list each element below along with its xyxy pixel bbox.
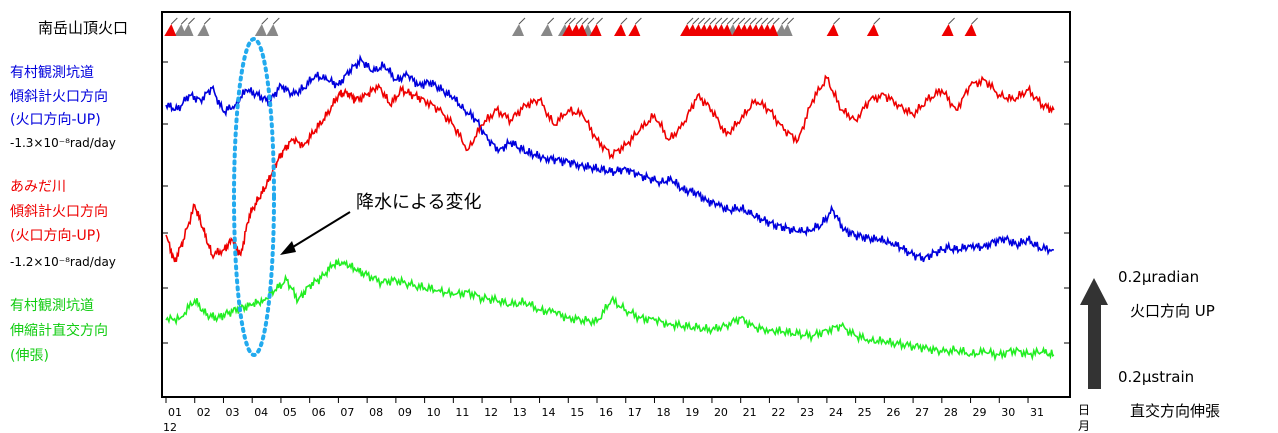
eruption-marker-gray [780,17,795,36]
eruption-marker-red [164,17,178,36]
x-tick-label: 06 [312,406,326,419]
series-line-3 [165,257,1055,362]
scale-label-1: 0.2μradian [1118,268,1199,286]
left-axis-ticks [162,61,168,344]
x-tick-label: 07 [340,406,354,419]
eruption-marker-red [766,17,780,36]
x-tick-label: 01 [168,406,182,419]
x-tick-label: 18 [656,406,670,419]
series-3-legend: 有村観測坑道 伸縮計直交方向 (伸張) [10,297,108,364]
x-tick-label: 10 [427,406,441,419]
x-unit-label-day: 日 [1078,403,1090,417]
x-tick-label: 11 [455,406,469,419]
series-1-legend: 有村観測坑道 傾斜計火口方向 (火口方向-UP) -1.3×10⁻⁸rad/da… [10,64,116,150]
series-3-name-line-2: 伸縮計直交方向 [10,322,108,339]
scale-label-2: 火口方向 UP [1130,302,1215,320]
eruption-marker-gray [197,17,211,36]
series-2-legend: あみだ川 傾斜計火口方向 (火口方向-UP) -1.2×10⁻⁸rad/day [10,179,116,269]
scale-label-3: 0.2μstrain [1118,368,1194,386]
month-label: 12 [163,421,177,433]
x-tick-label: 25 [858,406,872,419]
series-2-trend: -1.2×10⁻⁸rad/day [10,255,116,269]
scale-indicator: 0.2μradian 火口方向 UP 0.2μstrain 直交方向伸張 [1080,268,1220,420]
x-axis: 01 02 03 04 05 06 07 08 09 10 11 12 13 14 15 16 17 18 19 20… [165,397,1044,419]
scale-arrow-head [1080,278,1108,305]
x-tick-label: 28 [944,406,958,419]
series-line-1 [165,53,1055,263]
scale-label-4: 直交方向伸張 [1130,402,1220,420]
series-3-name-line-3: (伸張) [10,348,49,364]
annotation-arrow [287,211,351,251]
eruption-marker-red [575,17,589,36]
eruption-marker-red [614,17,628,36]
annotation-text: 降水による変化 [356,192,481,213]
right-axis-ticks [1064,61,1070,344]
x-tick-label: 20 [714,406,728,419]
series-2-name-line-2: 傾斜計火口方向 [10,204,108,220]
eruption-row-label: 南岳山頂火口 [38,19,128,37]
eruption-marker-gray [540,17,555,36]
eruption-marker-gray [254,17,269,36]
x-tick-label: 24 [829,406,843,419]
series-1-name-line-1: 有村観測坑道 [10,64,94,81]
x-tick-label: 15 [570,406,584,419]
eruption-marker-red [941,17,955,36]
x-unit-label-month: 月 [1078,419,1090,433]
x-tick-label: 27 [915,406,929,419]
x-tick-label: 12 [484,406,498,419]
eruption-marker-red [720,17,734,36]
annotation-arrowhead [280,241,296,255]
eruption-marker-gray [181,17,195,36]
x-tick-label: 31 [1030,406,1044,419]
eruption-marker-gray [511,17,526,36]
eruption-marker-red [589,17,603,36]
series-2-name-line-3: (火口方向-UP) [10,228,101,244]
eruption-marker-red [628,17,642,36]
x-tick-label: 04 [254,406,268,419]
x-tick-label: 21 [743,406,757,419]
x-tick-label: 08 [369,406,383,419]
x-tick-label: 09 [398,406,412,419]
x-tick-label: 29 [973,406,987,419]
x-tick-label: 03 [225,406,239,419]
eruption-marker-red [964,17,978,36]
x-tick-label: 19 [685,406,699,419]
x-tick-label: 13 [513,406,527,419]
precipitation-highlight-ellipse [232,37,276,357]
x-tick-label: 30 [1001,406,1015,419]
series-1-name-line-3: (火口方向-UP) [10,112,101,128]
x-tick-label: 14 [542,406,556,419]
plot-frame [161,11,1071,398]
x-tick-label: 16 [599,406,613,419]
series-1-trend: -1.3×10⁻⁸rad/day [10,136,116,150]
eruption-markers [164,17,978,36]
series-1-name-line-2: 傾斜計火口方向 [10,89,108,105]
x-tick-label: 22 [771,406,785,419]
eruption-marker-red [866,17,881,36]
eruption-marker-gray [266,17,280,36]
x-tick-label: 17 [628,406,642,419]
series-3-name-line-1: 有村観測坑道 [10,297,94,314]
scale-arrow-shaft [1088,303,1101,389]
x-tick-label: 26 [886,406,900,419]
x-tick-label: 23 [800,406,814,419]
x-tick-label: 05 [283,406,297,419]
series-2-name-line-1: あみだ川 [10,179,66,195]
x-tick-label: 02 [197,406,211,419]
eruption-marker-red [826,17,840,36]
